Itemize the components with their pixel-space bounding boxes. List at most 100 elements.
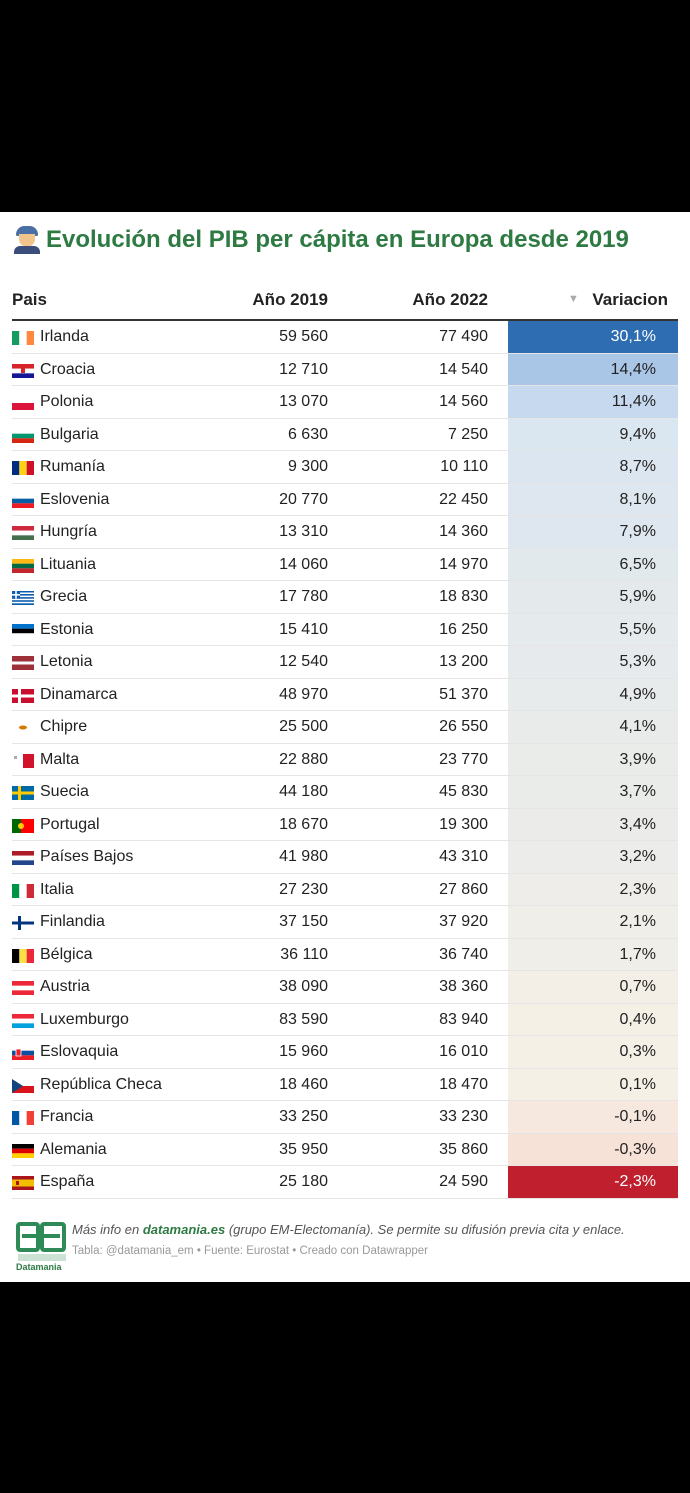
country-name: Hungría xyxy=(40,523,97,540)
value-2022: 13 200 xyxy=(439,653,488,670)
country-name: Irlanda xyxy=(40,328,89,345)
sort-desc-icon: ▼ xyxy=(568,293,579,305)
value-2019: 38 090 xyxy=(279,978,328,995)
table-row: Bélgica 36 110 36 740 1,7% xyxy=(0,938,690,971)
table-row: Dinamarca 48 970 51 370 4,9% xyxy=(0,678,690,711)
table-row: Finlandia 37 150 37 920 2,1% xyxy=(0,906,690,939)
table-row: Austria 38 090 38 360 0,7% xyxy=(0,971,690,1004)
value-2019: 59 560 xyxy=(279,328,328,345)
country-name: Estonia xyxy=(40,620,94,638)
table-row: Italia 27 230 27 860 2,3% xyxy=(0,873,690,906)
variation-value: 2,1% xyxy=(619,913,656,930)
poland-flag-icon xyxy=(12,396,34,410)
variation-value: 3,9% xyxy=(619,750,656,768)
table-row: Portugal 18 670 19 300 3,4% xyxy=(0,808,690,841)
value-2019: 33 250 xyxy=(279,1108,328,1125)
value-2019: 9 300 xyxy=(287,458,328,475)
variation-cell: 2,1% xyxy=(508,906,678,939)
table-row: Francia 33 250 33 230 -0,1% xyxy=(0,1101,690,1134)
country-name: Bulgaria xyxy=(40,425,99,443)
country-name: Eslovaquia xyxy=(40,1043,119,1060)
value-2019: 18 670 xyxy=(279,815,328,833)
variation-value: 5,9% xyxy=(619,588,656,605)
value-2019: 22 880 xyxy=(279,750,328,768)
value-2022: 14 560 xyxy=(439,393,488,410)
hungary-flag-icon xyxy=(12,526,34,540)
value-2019: 17 780 xyxy=(279,588,328,605)
table-row: Polonia 13 070 14 560 11,4% xyxy=(0,386,690,419)
worker-emoji-icon xyxy=(12,226,42,254)
value-2022: 14 970 xyxy=(439,555,488,573)
table-row: República Checa 18 460 18 470 0,1% xyxy=(0,1068,690,1101)
variation-value: 1,7% xyxy=(619,945,656,963)
page-title: Evolución del PIB per cápita en Europa d… xyxy=(12,226,629,254)
variation-cell: 5,5% xyxy=(508,613,678,646)
header-2019[interactable]: Año 2019 xyxy=(252,290,328,309)
header-pais[interactable]: Pais xyxy=(12,290,47,309)
variation-value: -2,3% xyxy=(614,1173,656,1190)
value-2022: 18 830 xyxy=(439,588,488,605)
footer-info: Más info en datamania.es (grupo EM-Elect… xyxy=(72,1222,625,1237)
table-body: Irlanda 59 560 77 490 30,1% Croacia 12 710 14 … xyxy=(0,321,690,1199)
value-2022: 19 300 xyxy=(439,815,488,833)
variation-value: 11,4% xyxy=(611,393,656,410)
variation-cell: 0,1% xyxy=(508,1068,678,1101)
spain-flag-icon xyxy=(12,1176,34,1190)
variation-cell: 11,4% xyxy=(508,386,678,419)
datamania-link[interactable]: datamania.es xyxy=(142,1222,226,1237)
variation-value: 6,5% xyxy=(619,555,656,573)
value-2019: 41 980 xyxy=(279,848,328,865)
value-2022: 23 770 xyxy=(439,750,488,768)
table-row: Bulgaria 6 630 7 250 9,4% xyxy=(0,418,690,451)
value-2019: 35 950 xyxy=(279,1140,328,1158)
bulgaria-flag-icon xyxy=(12,428,34,443)
variation-cell: 5,3% xyxy=(508,646,678,679)
logo-label: Datamania xyxy=(16,1262,62,1272)
country-name: Suecia xyxy=(40,783,89,800)
value-2019: 13 070 xyxy=(279,393,328,410)
variation-cell: -0,3% xyxy=(508,1133,678,1166)
variation-value: 3,2% xyxy=(619,848,656,865)
header-divider xyxy=(12,319,678,321)
value-2022: 14 540 xyxy=(439,360,488,378)
value-2019: 18 460 xyxy=(279,1075,328,1093)
variation-value: 2,3% xyxy=(619,880,656,898)
value-2022: 45 830 xyxy=(439,783,488,800)
slovakia-flag-icon xyxy=(12,1046,34,1060)
variation-cell: 3,9% xyxy=(508,743,678,776)
variation-cell: -2,3% xyxy=(508,1166,678,1199)
table-row: España 25 180 24 590 -2,3% xyxy=(0,1166,690,1199)
country-name: España xyxy=(40,1173,95,1190)
slovenia-flag-icon xyxy=(12,493,34,508)
italy-flag-icon xyxy=(12,883,34,898)
value-2019: 12 540 xyxy=(279,653,328,670)
sweden-flag-icon xyxy=(12,786,34,800)
value-2019: 15 960 xyxy=(279,1043,328,1060)
value-2019: 20 770 xyxy=(279,490,328,508)
variation-cell: -0,1% xyxy=(508,1101,678,1134)
country-name: Grecia xyxy=(40,588,88,605)
value-2022: 77 490 xyxy=(439,328,488,345)
country-name: Luxemburgo xyxy=(40,1010,129,1028)
value-2019: 12 710 xyxy=(279,360,328,378)
variation-value: 7,9% xyxy=(619,523,656,540)
header-2022[interactable]: Año 2022 xyxy=(412,290,488,309)
country-name: Dinamarca xyxy=(40,685,118,703)
romania-flag-icon xyxy=(12,461,34,475)
country-name: Eslovenia xyxy=(40,490,110,508)
table-row: Grecia 17 780 18 830 5,9% xyxy=(0,581,690,614)
variation-value: 4,1% xyxy=(619,718,656,735)
value-2022: 16 250 xyxy=(439,620,488,638)
header-variacion[interactable]: Variacion xyxy=(592,290,668,309)
country-name: Polonia xyxy=(40,393,94,410)
value-2022: 10 110 xyxy=(440,458,488,475)
variation-value: 8,1% xyxy=(619,490,656,508)
germany-flag-icon xyxy=(12,1143,34,1158)
value-2022: 51 370 xyxy=(439,685,488,703)
cyprus-flag-icon xyxy=(12,721,34,735)
variation-value: 5,3% xyxy=(619,653,656,670)
variation-value: 0,3% xyxy=(619,1043,656,1060)
value-2019: 25 500 xyxy=(279,718,328,735)
value-2022: 18 470 xyxy=(439,1075,488,1093)
latvia-flag-icon xyxy=(12,656,34,670)
